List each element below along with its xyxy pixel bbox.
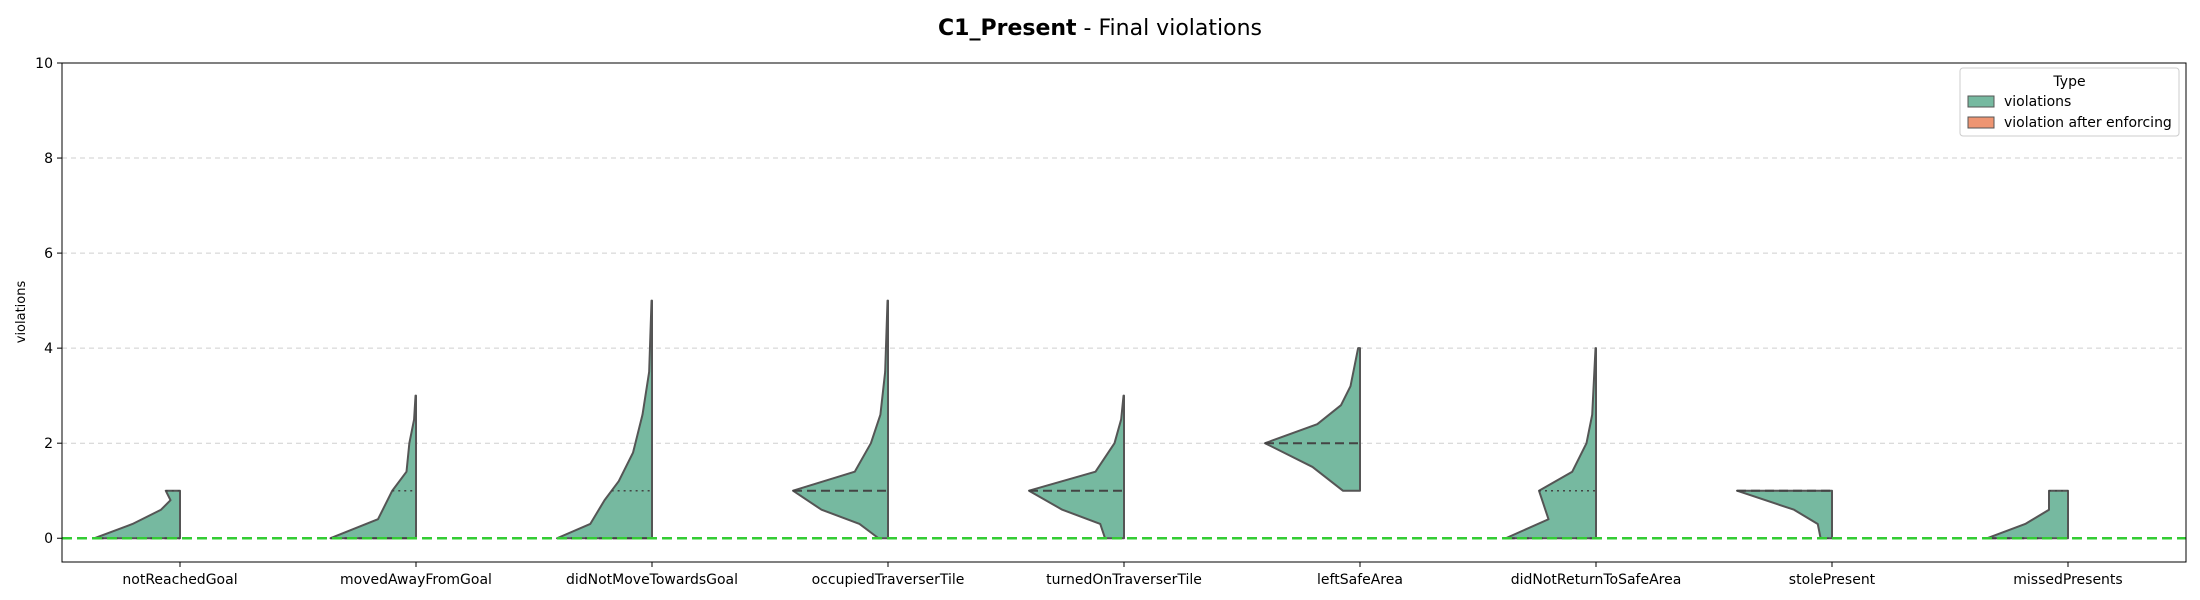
violin-leftSafeArea [1264,347,1361,492]
chart-title-rest: - Final violations [1077,16,1262,41]
chart-title-bold: C1_Present [938,16,1077,41]
violin-didNotReturnToSafeArea [1504,347,1597,540]
violin-stolePresent [1736,489,1833,540]
violin-didNotMoveTowardsGoal [556,299,653,540]
violin-missedPresents [1986,489,2069,540]
legend: Type violations violation after enforcing [1959,67,2180,137]
y-axis: 0 2 4 6 8 10 [35,56,62,547]
violin-marks [93,299,2069,540]
legend-entry-label: violations [2004,94,2071,110]
x-tick-label-didNotReturnToSafeArea: didNotReturnToSafeArea [1511,572,1682,588]
x-tick-label-missedPresents: missedPresents [2013,572,2122,588]
y-axis-label: violations [14,281,29,344]
x-tick-label-stolePresent: stolePresent [1789,572,1876,588]
legend-title: Type [2052,74,2085,90]
x-tick-label-occupiedTraverserTile: occupiedTraverserTile [812,572,965,588]
y-tick-label: 6 [44,246,53,262]
legend-box [1959,67,2180,137]
x-tick-label-didNotMoveTowardsGoal: didNotMoveTowardsGoal [566,572,738,588]
x-tick-label-movedAwayFromGoal: movedAwayFromGoal [340,572,492,588]
chart-title: C1_Present - Final violations [938,16,1262,41]
y-tick-label: 10 [35,56,53,72]
x-axis: notReachedGoal movedAwayFromGoal didNotMov… [122,562,2123,588]
x-tick-label-notReachedGoal: notReachedGoal [122,572,237,588]
y-tick-label: 4 [44,341,53,357]
y-tick-label: 2 [44,436,53,452]
x-tick-label-turnedOnTraverserTile: turnedOnTraverserTile [1046,572,1202,588]
y-tick-label: 8 [44,151,53,167]
x-tick-label-leftSafeArea: leftSafeArea [1317,572,1403,588]
violin-movedAwayFromGoal [329,394,417,540]
legend-swatch [1967,116,1995,129]
y-tick-label: 0 [44,531,53,547]
violin-notReachedGoal [93,489,181,540]
violin-turnedOnTraverserTile [1028,394,1125,540]
legend-entry-label: violation after enforcing [2004,115,2172,131]
violin-occupiedTraverserTile [792,299,889,540]
legend-swatch [1967,95,1995,108]
